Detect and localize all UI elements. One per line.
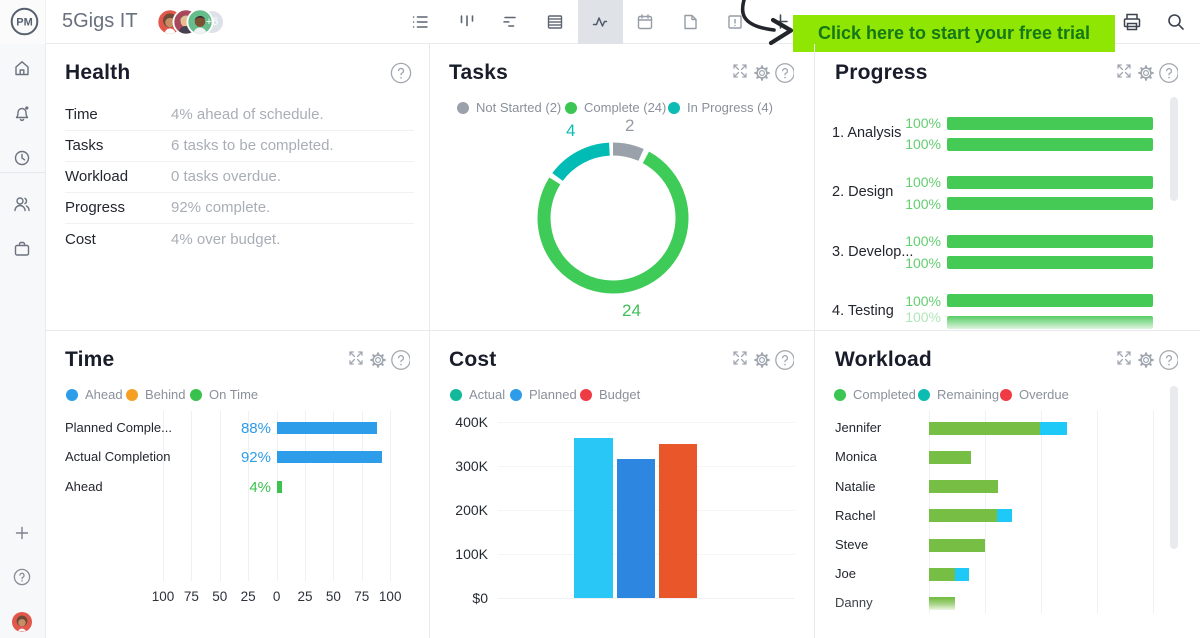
svg-text:PM: PM [16,17,33,29]
